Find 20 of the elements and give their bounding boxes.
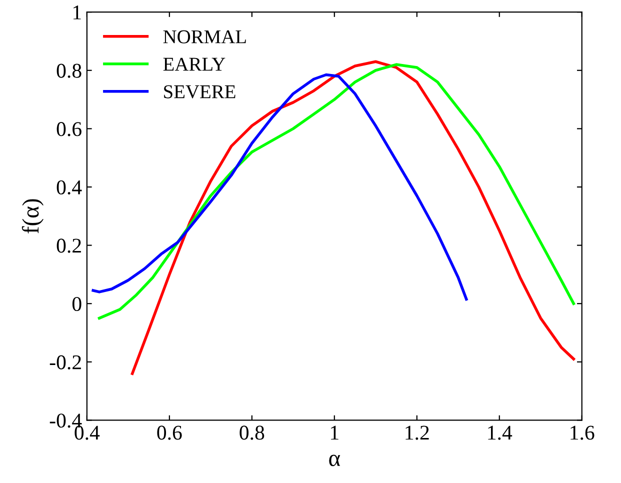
y-tick-label: 0.2 [56, 238, 81, 253]
x-tick-label: 1.4 [488, 426, 512, 440]
y-axis-title: f(α) [22, 199, 44, 234]
legend-label: SEVERE [164, 85, 236, 98]
y-tick-label: -0.2 [50, 355, 81, 370]
y-tick-label: 0.8 [56, 64, 82, 78]
legend-label: EARLY [163, 58, 226, 71]
line-series [92, 73, 468, 301]
x-tick-label: 0.8 [240, 426, 264, 440]
x-tick-label: 1 [331, 426, 338, 440]
y-tick-label: -0.4 [50, 414, 82, 428]
x-tick-label: 1.2 [406, 426, 429, 440]
y-tick-label: 0.6 [56, 122, 82, 136]
y-tick-label: 1 [73, 6, 81, 20]
y-tick-label: 0.4 [56, 180, 82, 195]
legend-label: NORMAL [163, 30, 246, 44]
x-axis-title: α [329, 454, 340, 466]
y-tick-label: 0 [72, 296, 82, 312]
x-tick-label: 1.6 [570, 426, 594, 440]
x-tick-label: 0.6 [157, 426, 182, 440]
